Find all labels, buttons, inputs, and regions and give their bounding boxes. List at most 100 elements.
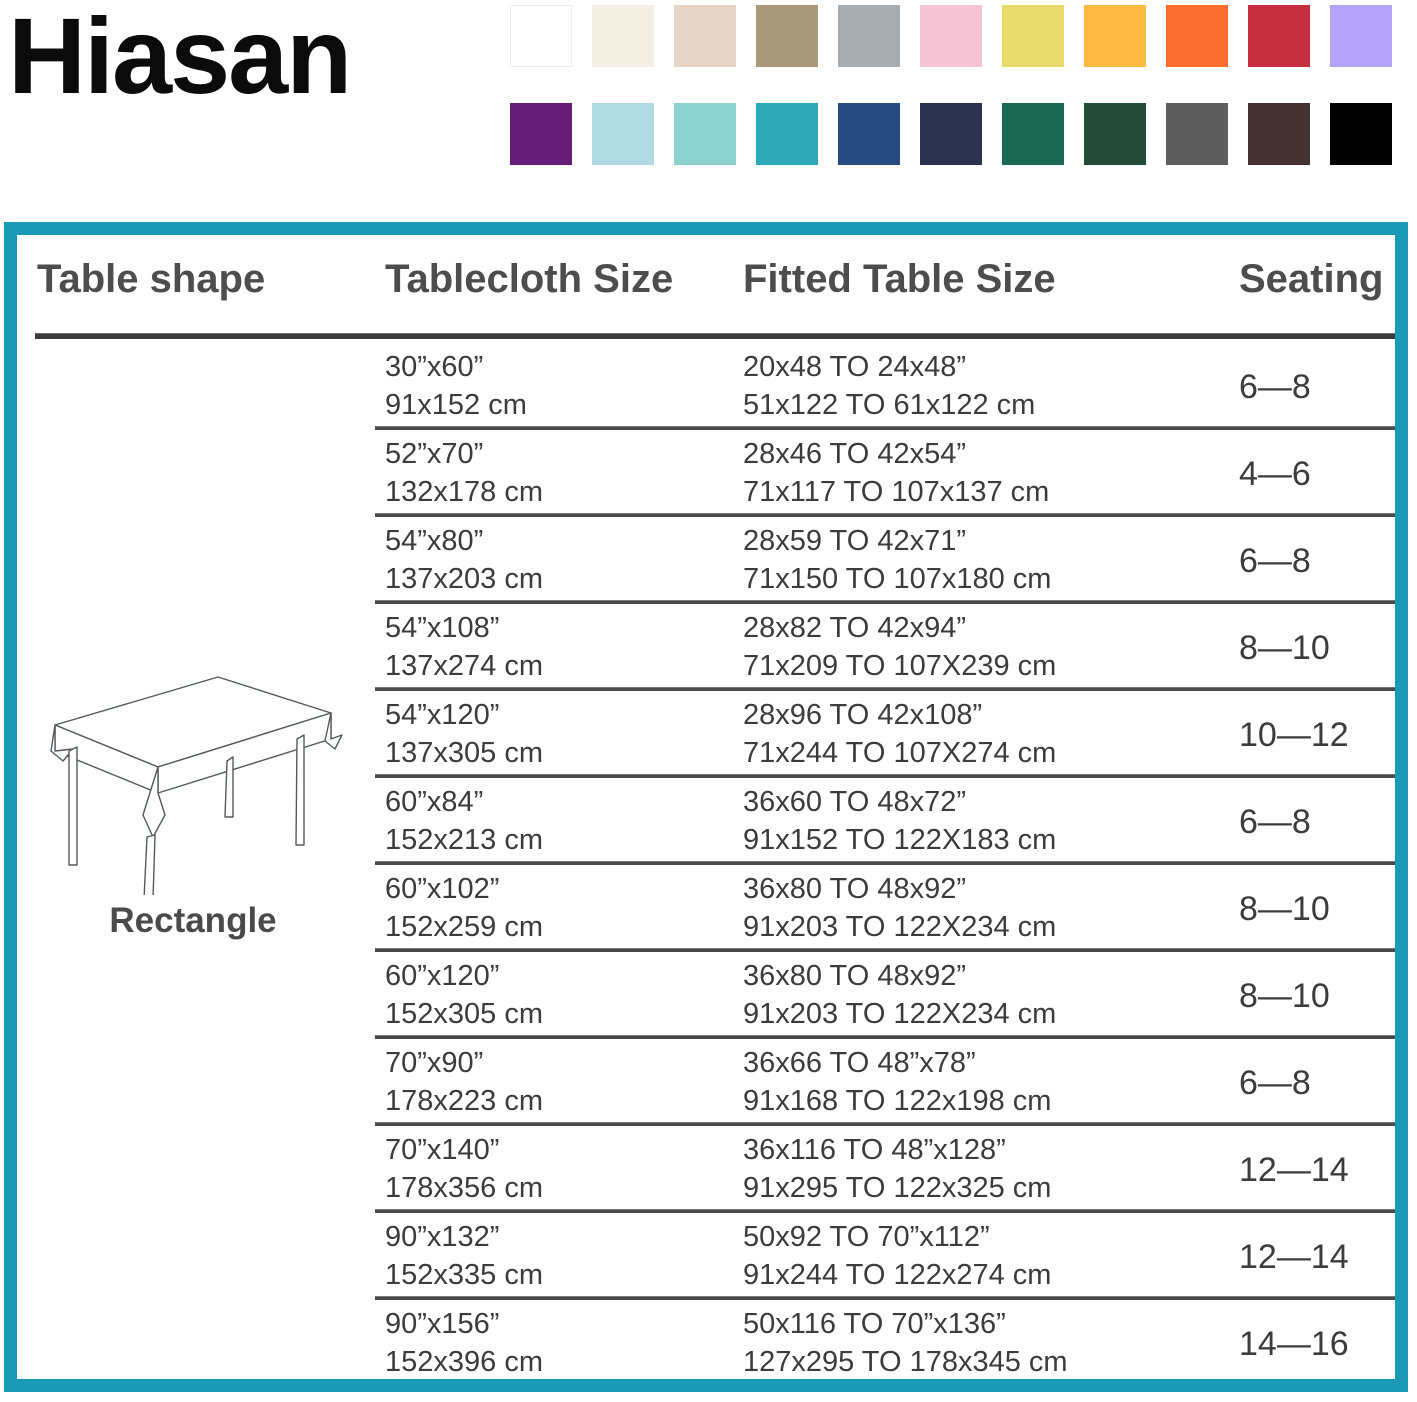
cell-seating: 8—10 bbox=[1239, 629, 1330, 667]
tablecloth-size-inches: 54”x108” bbox=[385, 612, 500, 644]
table-row: 60”x84” 152x213 cm 36x60 TO 48x72” 91x152 T… bbox=[17, 774, 1395, 861]
row-divider bbox=[375, 1296, 1395, 1300]
cell-seating: 10—12 bbox=[1239, 716, 1349, 754]
fitted-size-inches: 50x92 TO 70”x112” bbox=[743, 1221, 990, 1253]
color-swatch-yellow[interactable] bbox=[1002, 5, 1064, 67]
cell-fitted-table-size: 36x116 TO 48”x128” 91x295 TO 122x325 cm bbox=[743, 1132, 1051, 1207]
cell-seating: 14—16 bbox=[1239, 1325, 1349, 1363]
cell-tablecloth-size: 54”x120” 137x305 cm bbox=[385, 697, 543, 772]
color-swatch-ivory[interactable] bbox=[592, 5, 654, 67]
cell-tablecloth-size: 54”x108” 137x274 cm bbox=[385, 610, 543, 685]
row-divider bbox=[375, 426, 1395, 430]
fitted-size-inches: 28x82 TO 42x94” bbox=[743, 612, 967, 644]
fitted-size-cm: 91x295 TO 122x325 cm bbox=[743, 1171, 1052, 1204]
color-swatch-aqua[interactable] bbox=[674, 103, 736, 165]
cell-tablecloth-size: 60”x102” 152x259 cm bbox=[385, 871, 543, 946]
color-swatch-navy-blue[interactable] bbox=[838, 103, 900, 165]
fitted-size-inches: 20x48 TO 24x48” bbox=[743, 351, 967, 383]
tablecloth-size-inches: 90”x156” bbox=[385, 1308, 500, 1340]
row-divider bbox=[375, 600, 1395, 604]
color-swatch-teal[interactable] bbox=[756, 103, 818, 165]
tablecloth-size-cm: 137x305 cm bbox=[385, 736, 543, 769]
color-swatch-purple[interactable] bbox=[510, 103, 572, 165]
cell-tablecloth-size: 54”x80” 137x203 cm bbox=[385, 523, 543, 598]
table-row: 54”x120” 137x305 cm 28x96 TO 42x108” 71x244… bbox=[17, 687, 1395, 774]
color-swatch-black[interactable] bbox=[1330, 103, 1392, 165]
size-chart-panel: Table shape Tablecloth Size Fitted Table… bbox=[4, 222, 1408, 1392]
cell-fitted-table-size: 50x116 TO 70”x136” 127x295 TO 178x345 cm bbox=[743, 1306, 1068, 1381]
fitted-size-cm: 71x150 TO 107x180 cm bbox=[743, 562, 1052, 595]
tablecloth-size-inches: 30”x60” bbox=[385, 351, 484, 383]
header-band: Hiasan bbox=[0, 0, 1417, 200]
column-header-table-shape: Table shape bbox=[37, 257, 266, 301]
cell-tablecloth-size: 60”x84” 152x213 cm bbox=[385, 784, 543, 859]
color-swatch-taupe[interactable] bbox=[756, 5, 818, 67]
cell-seating: 6—8 bbox=[1239, 368, 1311, 406]
cell-fitted-table-size: 20x48 TO 24x48” 51x122 TO 61x122 cm bbox=[743, 349, 1035, 424]
tablecloth-size-inches: 60”x84” bbox=[385, 786, 484, 818]
fitted-size-inches: 36x80 TO 48x92” bbox=[743, 960, 967, 992]
cell-seating: 12—14 bbox=[1239, 1151, 1349, 1189]
table-row: 52”x70” 132x178 cm 28x46 TO 42x54” 71x117 T… bbox=[17, 426, 1395, 513]
table-row: 70”x90” 178x223 cm 36x66 TO 48”x78” 91x168 … bbox=[17, 1035, 1395, 1122]
cell-fitted-table-size: 28x82 TO 42x94” 71x209 TO 107X239 cm bbox=[743, 610, 1056, 685]
color-swatch-hunter-green[interactable] bbox=[1084, 103, 1146, 165]
fitted-size-inches: 28x59 TO 42x71” bbox=[743, 525, 967, 557]
row-divider bbox=[375, 687, 1395, 691]
tablecloth-size-inches: 90”x132” bbox=[385, 1221, 500, 1253]
color-swatch-emerald[interactable] bbox=[1002, 103, 1064, 165]
tablecloth-size-inches: 54”x120” bbox=[385, 699, 500, 731]
size-chart-rows: 30”x60” 91x152 cm 20x48 TO 24x48” 51x122 TO… bbox=[17, 339, 1395, 1383]
cell-seating: 6—8 bbox=[1239, 542, 1311, 580]
color-swatch-pink[interactable] bbox=[920, 5, 982, 67]
cell-fitted-table-size: 36x66 TO 48”x78” 91x168 TO 122x198 cm bbox=[743, 1045, 1051, 1120]
tablecloth-size-cm: 178x223 cm bbox=[385, 1084, 543, 1117]
color-swatch-dark-brown[interactable] bbox=[1248, 103, 1310, 165]
color-swatch-orange[interactable] bbox=[1166, 5, 1228, 67]
brand-logo: Hiasan bbox=[8, 0, 352, 116]
table-row: 70”x140” 178x356 cm 36x116 TO 48”x128” 91x2… bbox=[17, 1122, 1395, 1209]
cell-tablecloth-size: 70”x140” 178x356 cm bbox=[385, 1132, 543, 1207]
color-swatch-light-blue[interactable] bbox=[592, 103, 654, 165]
tablecloth-size-inches: 60”x120” bbox=[385, 960, 500, 992]
row-divider bbox=[375, 1035, 1395, 1039]
cell-tablecloth-size: 90”x156” 152x396 cm bbox=[385, 1306, 543, 1381]
table-row: 60”x120” 152x305 cm 36x80 TO 48x92” 91x203 … bbox=[17, 948, 1395, 1035]
row-divider bbox=[375, 1209, 1395, 1213]
tablecloth-size-cm: 152x305 cm bbox=[385, 997, 543, 1030]
color-swatch-grid bbox=[510, 5, 1415, 165]
table-row: 30”x60” 91x152 cm 20x48 TO 24x48” 51x122 TO… bbox=[17, 339, 1395, 426]
color-swatch-red[interactable] bbox=[1248, 5, 1310, 67]
size-chart-inner: Table shape Tablecloth Size Fitted Table… bbox=[17, 235, 1395, 1379]
fitted-size-cm: 71x244 TO 107X274 cm bbox=[743, 736, 1057, 769]
fitted-size-cm: 91x168 TO 122x198 cm bbox=[743, 1084, 1052, 1117]
fitted-size-inches: 36x80 TO 48x92” bbox=[743, 873, 967, 905]
color-swatch-dark-gray[interactable] bbox=[1166, 103, 1228, 165]
color-swatch-navy[interactable] bbox=[920, 103, 982, 165]
fitted-size-inches: 36x116 TO 48”x128” bbox=[743, 1134, 1006, 1166]
cell-seating: 4—6 bbox=[1239, 455, 1311, 493]
color-swatch-beige[interactable] bbox=[674, 5, 736, 67]
header-divider-rule bbox=[35, 333, 1395, 339]
color-swatch-gray[interactable] bbox=[838, 5, 900, 67]
column-header-tablecloth-size: Tablecloth Size bbox=[385, 257, 674, 301]
tablecloth-size-cm: 137x203 cm bbox=[385, 562, 543, 595]
fitted-size-inches: 28x96 TO 42x108” bbox=[743, 699, 983, 731]
color-swatch-lavender[interactable] bbox=[1330, 5, 1392, 67]
cell-tablecloth-size: 52”x70” 132x178 cm bbox=[385, 436, 543, 511]
cell-seating: 8—10 bbox=[1239, 890, 1330, 928]
cell-tablecloth-size: 30”x60” 91x152 cm bbox=[385, 349, 527, 424]
color-swatch-amber[interactable] bbox=[1084, 5, 1146, 67]
tablecloth-size-cm: 152x259 cm bbox=[385, 910, 543, 943]
rectangle-table-icon bbox=[50, 676, 343, 895]
tablecloth-size-inches: 70”x90” bbox=[385, 1047, 484, 1079]
row-divider bbox=[375, 861, 1395, 865]
fitted-size-cm: 91x152 TO 122X183 cm bbox=[743, 823, 1057, 856]
tablecloth-size-cm: 152x335 cm bbox=[385, 1258, 543, 1291]
row-divider bbox=[375, 1122, 1395, 1126]
color-swatch-white[interactable] bbox=[510, 5, 572, 67]
fitted-size-cm: 91x244 TO 122x274 cm bbox=[743, 1258, 1052, 1291]
table-shape-label: Rectangle bbox=[109, 901, 277, 940]
tablecloth-size-cm: 152x396 cm bbox=[385, 1345, 543, 1378]
tablecloth-size-cm: 91x152 cm bbox=[385, 388, 527, 421]
